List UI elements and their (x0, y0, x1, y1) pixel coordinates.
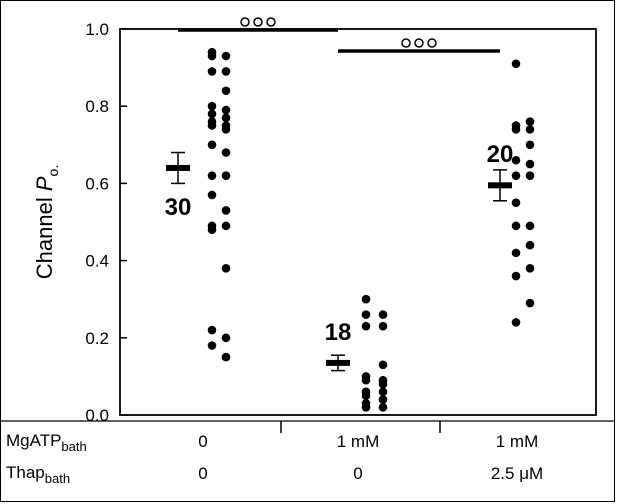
mean-marker (488, 182, 512, 189)
data-point (221, 264, 231, 273)
data-point (525, 159, 535, 169)
data-point (207, 171, 217, 180)
data-point (207, 190, 217, 200)
data-point (525, 125, 535, 134)
data-groups: 30 18 20 (165, 47, 535, 412)
data-point (207, 51, 217, 61)
significance-marker (401, 38, 411, 48)
condition-row2-value: 2.5 μM (491, 464, 543, 483)
condition-row1-value: 1 mM (337, 432, 380, 451)
data-point (378, 387, 388, 397)
n-label: 20 (487, 141, 514, 168)
significance-marker (266, 17, 276, 27)
data-point (525, 221, 535, 231)
data-point (378, 360, 388, 370)
data-point (221, 206, 231, 215)
data-point (207, 225, 217, 235)
data-point (221, 171, 231, 180)
condition-row1-value: 1 mM (496, 432, 539, 451)
y-tick-label: 0.8 (85, 97, 109, 116)
data-point (361, 294, 371, 304)
group-1: 30 (165, 47, 231, 362)
data-point (378, 310, 388, 319)
data-point (221, 148, 231, 157)
y-tick-label: 0.6 (85, 174, 109, 193)
data-point (221, 125, 231, 134)
data-point (511, 59, 521, 69)
data-point (207, 109, 217, 119)
data-point (361, 391, 371, 401)
y-tick-label: 0.4 (85, 252, 109, 271)
condition-table: MgATPbath Thapbath 0 1 mM 1 mM 0 0 2.5 μM (0, 420, 615, 486)
significance-bars: oooooo (178, 17, 500, 53)
y-axis-label: Channel Po. (32, 165, 61, 279)
data-point (525, 140, 535, 150)
condition-row1-label: MgATPbath (6, 431, 87, 454)
data-point (207, 140, 217, 150)
data-point (511, 125, 521, 134)
significance-marker (427, 38, 437, 48)
data-point (361, 375, 371, 385)
data-point (221, 67, 231, 76)
plot-area-border (119, 28, 597, 416)
significance-marker (253, 17, 263, 27)
y-axis-label-main: Channel (32, 191, 57, 279)
data-point (525, 171, 535, 180)
data-point (221, 352, 231, 362)
data-point (511, 248, 521, 258)
significance-marker (414, 38, 424, 48)
data-point (361, 402, 371, 412)
n-label: 30 (165, 194, 192, 221)
data-point (511, 155, 521, 165)
data-point (207, 341, 217, 350)
data-point (378, 379, 388, 389)
data-point (378, 402, 388, 412)
y-tick-label: 1.0 (85, 20, 109, 39)
y-axis-label-sub: o. (45, 165, 61, 177)
axes (119, 28, 597, 416)
data-point (221, 51, 231, 61)
group-3: 20 (487, 59, 535, 327)
y-tick-label: 0.0 (85, 406, 109, 425)
y-axis-label-group: Channel Po. (32, 165, 61, 279)
data-point (361, 321, 371, 331)
data-point (221, 333, 231, 343)
y-tick-label: 0.2 (85, 329, 109, 348)
data-point (511, 221, 521, 231)
data-point (361, 310, 371, 319)
data-point (525, 298, 535, 308)
data-point (511, 198, 521, 207)
data-point (378, 321, 388, 331)
y-axis-label-italic: P (32, 176, 57, 191)
data-point (207, 121, 217, 130)
data-point (207, 101, 217, 111)
y-ticks: 0.0 0.2 0.4 0.6 0.8 1.0 (85, 20, 127, 425)
data-point (221, 221, 231, 231)
data-point (525, 240, 535, 250)
data-point (221, 86, 231, 96)
data-point (207, 67, 217, 76)
condition-row1-value: 0 (198, 432, 207, 451)
data-point (525, 264, 535, 273)
data-point (207, 325, 217, 335)
data-point (378, 395, 388, 404)
data-point (221, 105, 231, 115)
mean-marker (326, 359, 350, 366)
condition-row2-value: 0 (198, 464, 207, 483)
data-point (525, 117, 535, 126)
condition-row2-label: Thapbath (6, 463, 70, 486)
condition-row2-value: 0 (353, 464, 362, 483)
group-2: 18 (325, 294, 388, 412)
data-point (511, 318, 521, 327)
data-point (511, 171, 521, 180)
n-label: 18 (325, 319, 352, 346)
significance-marker (240, 17, 250, 27)
data-point (511, 271, 521, 281)
data-point (221, 113, 231, 123)
mean-marker (166, 164, 190, 171)
